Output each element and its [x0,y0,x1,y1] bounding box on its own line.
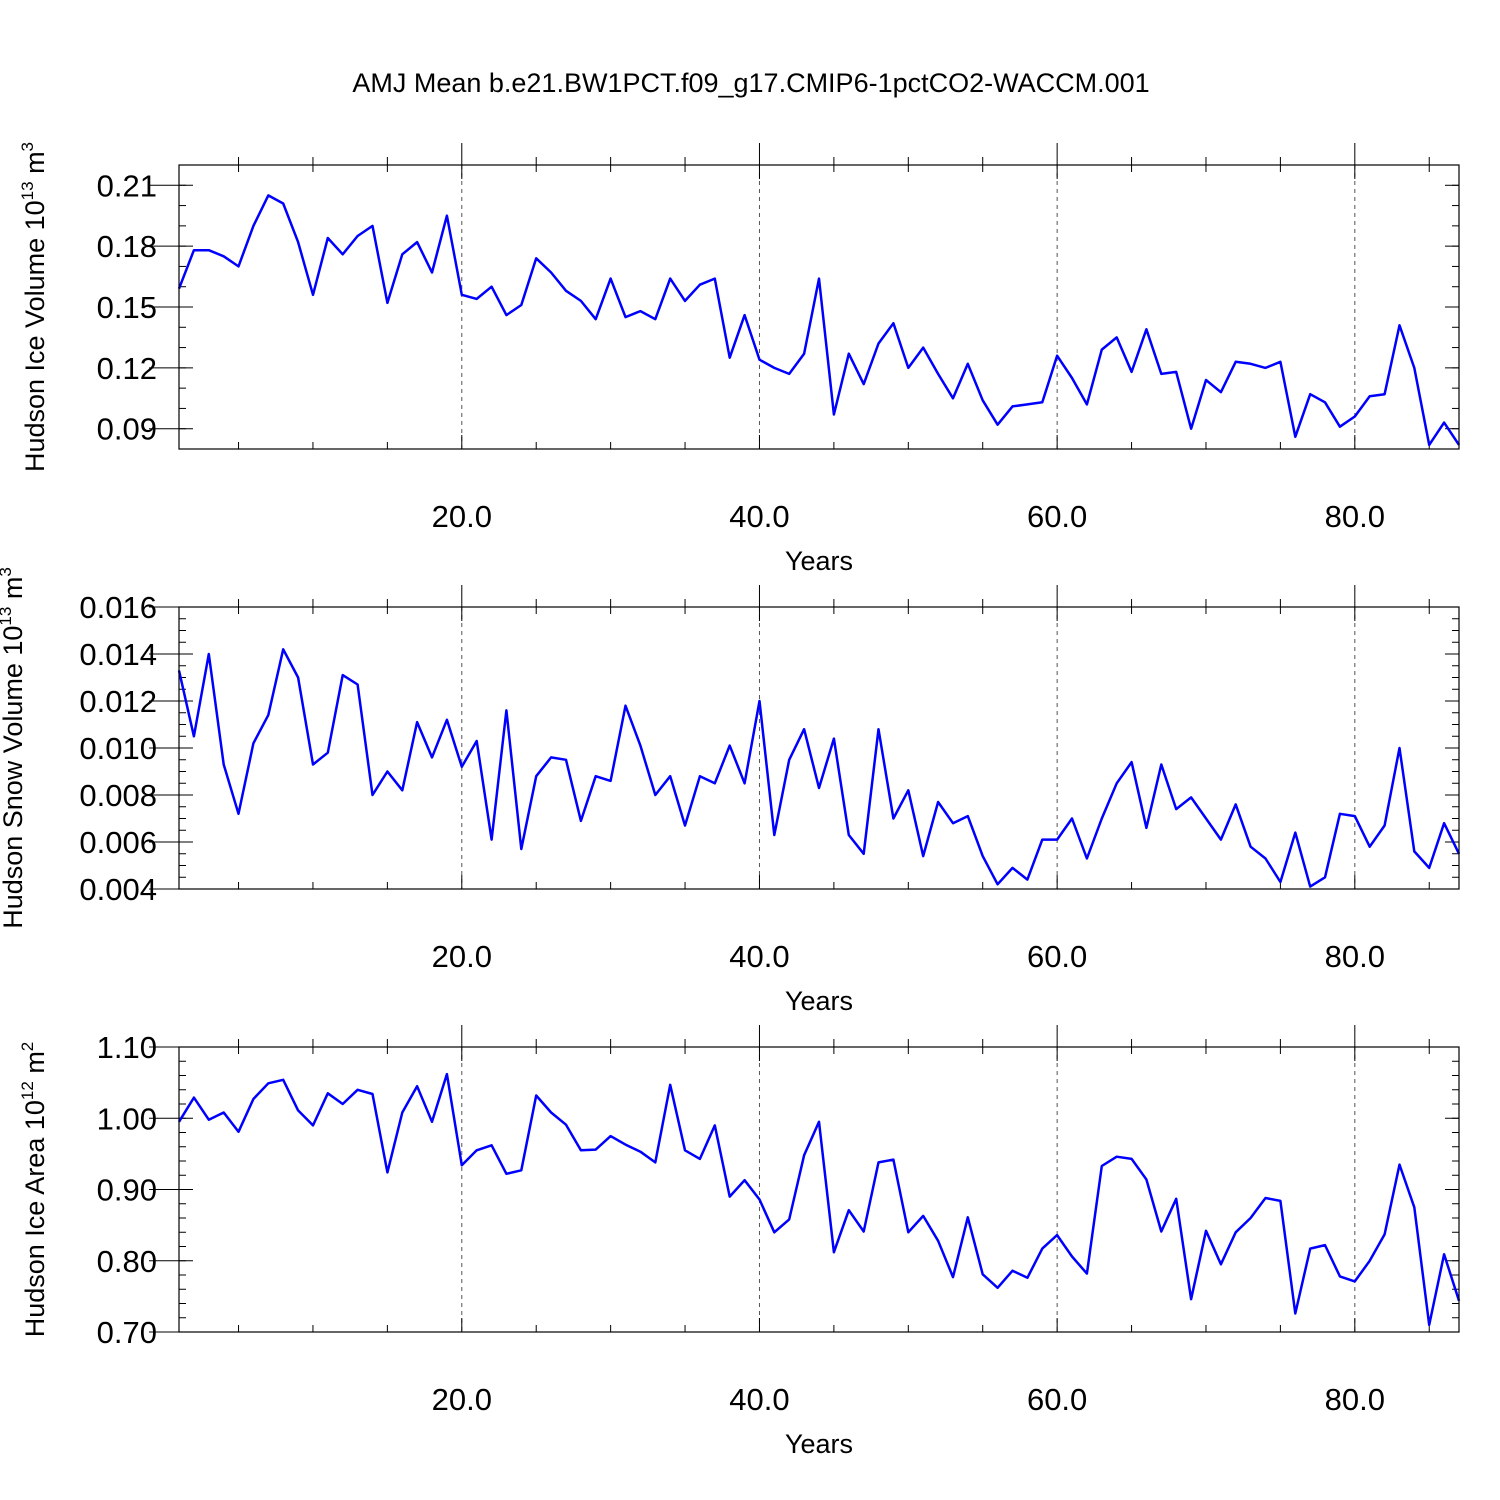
y-tick-label: 0.016 [79,590,157,625]
y-axis-title-unit-exponent: 2 [18,1042,37,1051]
x-tick-label: 60.0 [1027,1382,1087,1417]
plot-frame [178,606,1460,890]
y-axis-title-exponent: 12 [18,1081,37,1100]
y-axis-title-main: Hudson Ice Volume 10 [20,200,50,472]
y-tick-label: 0.15 [97,290,157,325]
y-tick-label: 0.012 [79,684,157,719]
x-tick-label: 40.0 [729,499,789,534]
y-tick-label: 0.014 [79,637,157,672]
y-tick-label: 0.21 [97,168,157,203]
series-line-2 [177,648,1461,888]
y-tick-label: 0.09 [97,412,157,447]
y-tick-label: 0.004 [79,872,157,907]
panel-2: 0.004 0.006 0.008 0.010 0.012 0.014 0.016 20.0 4… [0,567,1461,1016]
x-tick-label: 20.0 [432,1382,492,1417]
series-line-1 [177,194,1461,447]
y-tick-label: 0.18 [97,229,157,264]
y-axis-title: Hudson Ice Area 1012 m2 [18,1042,50,1338]
plot-frame [178,1046,1460,1333]
x-tick-label: 60.0 [1027,939,1087,974]
y-axis-title-unit: m [20,151,50,181]
y-axis-title-unit-exponent: 3 [18,142,37,151]
y-axis-title-exponent: 13 [0,607,15,626]
series-line-3 [177,1072,1461,1327]
x-tick-label: 20.0 [432,499,492,534]
x-tick-label: 20.0 [432,939,492,974]
y-axis-title-exponent: 13 [18,181,37,200]
x-tick-label: 60.0 [1027,499,1087,534]
plot-frame [178,164,1460,450]
panels: 0.09 0.12 0.15 0.18 0.21 20.0 40.0 60.0 80.0 Year… [0,142,1461,1459]
figure-title: AMJ Mean b.e21.BW1PCT.f09_g17.CMIP6-1pct… [352,68,1149,98]
x-tick-label: 80.0 [1325,939,1385,974]
y-tick-label: 0.12 [97,351,157,386]
y-axis-title: Hudson Ice Volume 1013 m3 [18,142,50,472]
y-tick-label: 0.008 [79,778,157,813]
y-tick-label: 1.10 [97,1030,157,1065]
y-tick-label: 0.70 [97,1315,157,1350]
x-axis-title: Years [785,1429,853,1459]
panel-3: 0.70 0.80 0.90 1.00 1.10 20.0 40.0 60.0 80.0 Year… [18,1025,1461,1459]
y-tick-label: 1.00 [97,1101,157,1136]
y-tick-label: 0.010 [79,731,157,766]
y-axis-title: Hudson Snow Volume 1013 m3 [0,567,28,929]
y-tick-label: 0.90 [97,1173,157,1208]
y-axis-title-main: Hudson Ice Area 10 [20,1100,50,1337]
y-axis-title-unit: m [0,577,28,607]
x-tick-label: 40.0 [729,1382,789,1417]
x-axis-title: Years [785,986,853,1016]
x-tick-label: 80.0 [1325,1382,1385,1417]
y-axis-title-unit: m [20,1051,50,1081]
x-tick-label: 40.0 [729,939,789,974]
y-axis-title-unit-exponent: 3 [0,567,15,576]
panel-1: 0.09 0.12 0.15 0.18 0.21 20.0 40.0 60.0 80.0 Year… [18,142,1461,576]
y-tick-label: 0.80 [97,1244,157,1279]
y-axis-title-main: Hudson Snow Volume 10 [0,626,28,929]
x-axis-title: Years [785,546,853,576]
y-tick-label: 0.006 [79,825,157,860]
x-tick-label: 80.0 [1325,499,1385,534]
